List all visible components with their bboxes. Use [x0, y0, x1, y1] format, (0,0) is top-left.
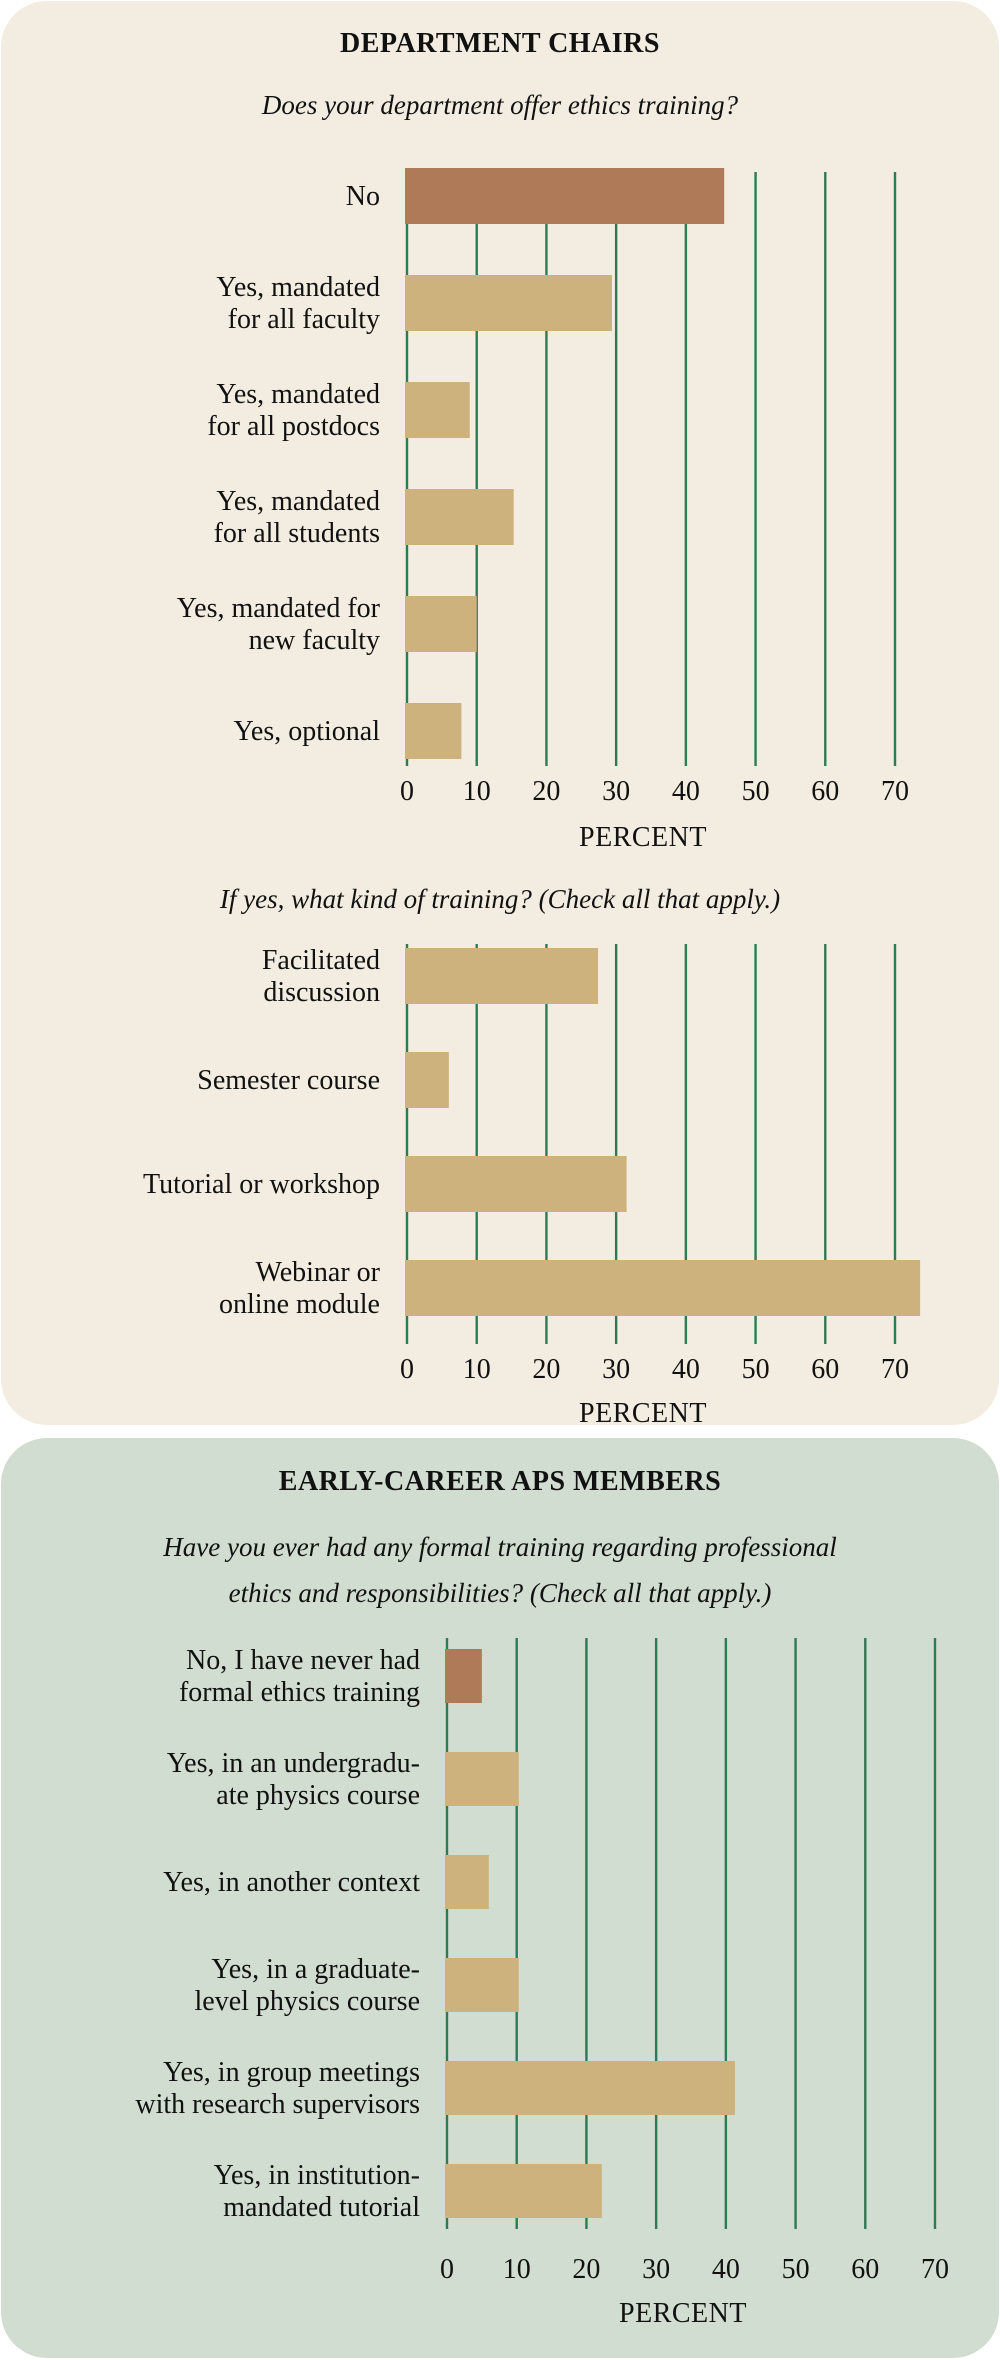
- x-tick-label: 20: [532, 776, 560, 807]
- bar: [405, 382, 470, 438]
- x-tick-label: 10: [463, 776, 491, 807]
- category-label: for all faculty: [228, 304, 380, 335]
- bar: [405, 1156, 627, 1212]
- chart-question: Does your department offer ethics traini…: [261, 90, 739, 120]
- x-axis-label: PERCENT: [579, 822, 707, 853]
- bar: [445, 1855, 489, 1909]
- chart-question: ethics and responsibilities? (Check all …: [229, 1578, 772, 1608]
- category-label: for all postdocs: [207, 411, 380, 442]
- x-tick-label: 10: [463, 1354, 491, 1385]
- x-tick-label: 50: [742, 776, 770, 807]
- chart-2: Have you ever had any formal training re…: [135, 1532, 949, 2329]
- bar: [445, 1752, 519, 1806]
- x-tick-label: 0: [440, 2254, 454, 2285]
- bar: [405, 168, 725, 224]
- x-tick-label: 70: [881, 776, 909, 807]
- x-tick-label: 20: [572, 2254, 600, 2285]
- category-label: for all students: [214, 518, 380, 549]
- chart-question: Have you ever had any formal training re…: [162, 1532, 836, 1562]
- category-label: Yes, in a graduate-: [211, 1954, 420, 1985]
- x-tick-label: 40: [712, 2254, 740, 2285]
- panel-department-chairs: [1, 1, 999, 1425]
- category-label: Yes, mandated: [216, 272, 380, 303]
- x-tick-label: 40: [672, 776, 700, 807]
- category-label: Facilitated: [262, 945, 380, 976]
- bar: [405, 948, 599, 1004]
- bar: [445, 2061, 735, 2115]
- x-tick-label: 30: [602, 1354, 630, 1385]
- bar: [445, 1958, 519, 2012]
- category-label: Tutorial or workshop: [143, 1169, 380, 1200]
- x-axis-label: PERCENT: [579, 1398, 707, 1429]
- category-label: ate physics course: [216, 1780, 420, 1811]
- bar: [445, 1649, 482, 1703]
- panel-early-career-members: [1, 1438, 999, 2358]
- x-tick-label: 30: [642, 2254, 670, 2285]
- category-label: Webinar or: [256, 1257, 381, 1288]
- x-tick-label: 40: [672, 1354, 700, 1385]
- x-tick-label: 50: [782, 2254, 810, 2285]
- category-label: formal ethics training: [179, 1677, 420, 1708]
- chart-question: If yes, what kind of training? (Check al…: [219, 884, 780, 914]
- chart-1: If yes, what kind of training? (Check al…: [143, 884, 921, 1429]
- category-label: level physics course: [195, 1986, 421, 2017]
- chart-0: Does your department offer ethics traini…: [177, 90, 909, 853]
- x-tick-label: 60: [811, 1354, 839, 1385]
- x-tick-label: 30: [602, 776, 630, 807]
- category-label: with research supervisors: [135, 2089, 420, 2120]
- category-label: Yes, in group meetings: [163, 2057, 420, 2088]
- x-tick-label: 0: [400, 776, 414, 807]
- x-tick-label: 70: [881, 1354, 909, 1385]
- category-label: Yes, optional: [233, 716, 380, 747]
- bar: [405, 596, 477, 652]
- x-tick-label: 0: [400, 1354, 414, 1385]
- category-label: Yes, in an undergradu-: [167, 1748, 420, 1779]
- x-tick-label: 60: [811, 776, 839, 807]
- panel-title-early-career-members: EARLY-CAREER APS MEMBERS: [279, 1466, 721, 1497]
- x-axis-label: PERCENT: [619, 2298, 747, 2329]
- category-label: Yes, mandated: [216, 379, 380, 410]
- bar: [445, 2164, 602, 2218]
- category-label: new faculty: [249, 625, 380, 656]
- category-label: discussion: [263, 977, 380, 1008]
- category-label: online module: [219, 1289, 380, 1320]
- bar: [405, 703, 462, 759]
- bar: [405, 1052, 449, 1108]
- x-tick-label: 50: [742, 1354, 770, 1385]
- panel-title-department-chairs: DEPARTMENT CHAIRS: [340, 28, 660, 59]
- category-label: mandated tutorial: [223, 2192, 420, 2223]
- x-tick-label: 70: [921, 2254, 949, 2285]
- category-label: Yes, in another context: [163, 1867, 420, 1898]
- category-label: Semester course: [197, 1065, 380, 1096]
- bar: [405, 275, 612, 331]
- x-tick-label: 60: [851, 2254, 879, 2285]
- bar: [405, 489, 514, 545]
- category-label: No, I have never had: [186, 1645, 420, 1676]
- category-label: No: [346, 181, 380, 212]
- x-tick-label: 20: [532, 1354, 560, 1385]
- category-label: Yes, in institution-: [214, 2160, 420, 2191]
- bar: [405, 1260, 921, 1316]
- category-label: Yes, mandated: [216, 486, 380, 517]
- x-tick-label: 10: [503, 2254, 531, 2285]
- category-label: Yes, mandated for: [177, 593, 381, 624]
